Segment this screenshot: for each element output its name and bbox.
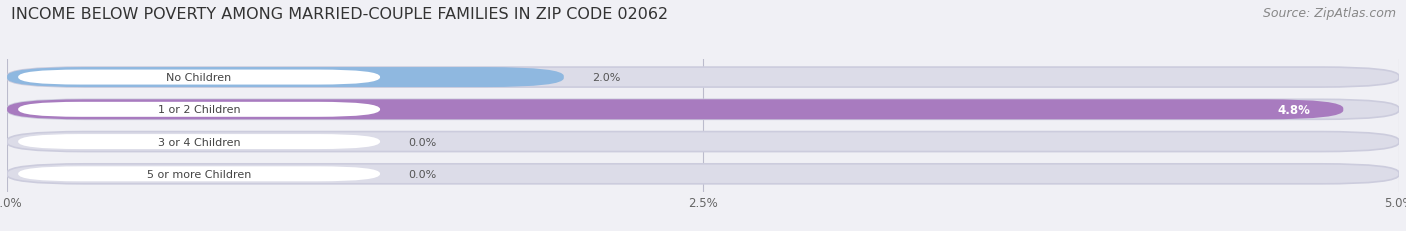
Text: 0.0%: 0.0% <box>408 137 436 147</box>
Text: 1 or 2 Children: 1 or 2 Children <box>157 105 240 115</box>
FancyBboxPatch shape <box>18 167 380 182</box>
FancyBboxPatch shape <box>7 100 1343 120</box>
FancyBboxPatch shape <box>7 132 1399 152</box>
FancyBboxPatch shape <box>7 164 1399 184</box>
Text: INCOME BELOW POVERTY AMONG MARRIED-COUPLE FAMILIES IN ZIP CODE 02062: INCOME BELOW POVERTY AMONG MARRIED-COUPL… <box>11 7 668 22</box>
Text: Source: ZipAtlas.com: Source: ZipAtlas.com <box>1263 7 1396 20</box>
FancyBboxPatch shape <box>7 68 564 88</box>
Text: 0.0%: 0.0% <box>408 169 436 179</box>
Text: 2.0%: 2.0% <box>592 73 620 83</box>
Text: 4.8%: 4.8% <box>1277 103 1310 116</box>
FancyBboxPatch shape <box>18 102 380 117</box>
FancyBboxPatch shape <box>7 68 1399 88</box>
Text: 5 or more Children: 5 or more Children <box>148 169 252 179</box>
FancyBboxPatch shape <box>18 70 380 85</box>
FancyBboxPatch shape <box>7 100 1399 120</box>
Text: No Children: No Children <box>166 73 232 83</box>
FancyBboxPatch shape <box>18 134 380 149</box>
Text: 3 or 4 Children: 3 or 4 Children <box>157 137 240 147</box>
